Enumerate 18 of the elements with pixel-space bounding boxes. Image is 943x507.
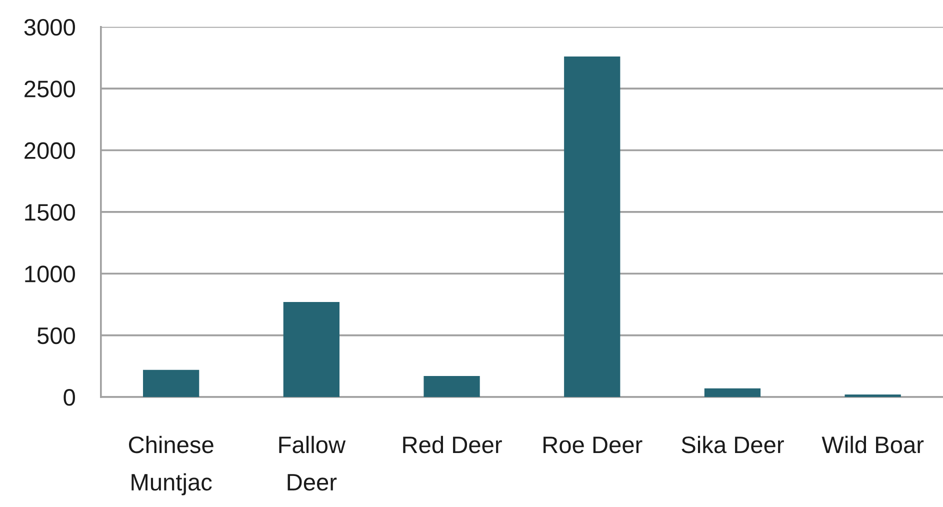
y-tick-label: 0 — [64, 389, 75, 406]
bar — [143, 370, 200, 397]
y-tick-label: 2500 — [24, 80, 75, 98]
y-tick-label: 2000 — [24, 142, 75, 160]
bar — [424, 376, 480, 397]
bar — [283, 302, 340, 397]
y-tick-label: 1000 — [25, 266, 75, 282]
bar — [704, 388, 761, 397]
x-tick-label: Red Deer — [403, 436, 502, 454]
x-tick-label: Chinese Muntjac — [128, 436, 214, 496]
x-tick-label: Fallow Deer — [279, 436, 346, 491]
y-tick-label: 1500 — [25, 204, 75, 221]
y-tick-label: 500 — [37, 327, 75, 344]
x-tick-label: Roe Deer — [544, 436, 642, 454]
y-tick-label: 3000 — [24, 18, 75, 36]
bar — [564, 56, 620, 397]
x-tick-label: Sika Deer — [682, 436, 784, 454]
x-tick-label: Wild Boar — [822, 436, 924, 454]
